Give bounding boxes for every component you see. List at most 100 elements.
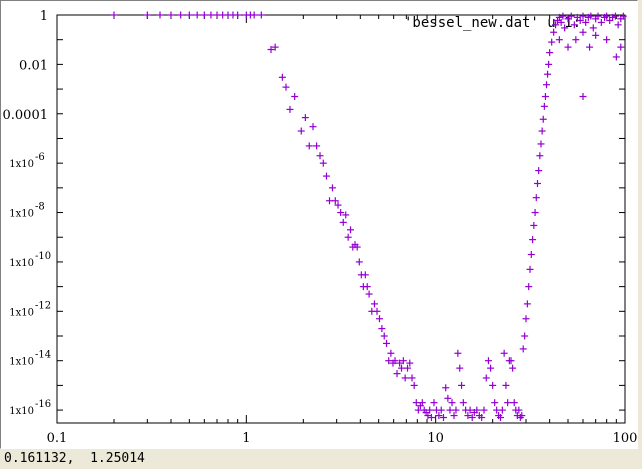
data-point [444,394,452,402]
y-tick-exponent: -10 [35,251,51,262]
data-point [278,73,286,81]
tick-marks [56,14,625,423]
data-point [156,11,164,19]
data-point [466,406,474,414]
legend: 'bessel_new.dat' u 1: [404,15,581,31]
x-tick-label: 10 [427,431,444,446]
data-point [257,11,265,19]
data-point [406,359,414,367]
data-point [458,381,466,389]
data-point [529,236,537,244]
data-point [286,105,294,113]
data-point [526,265,534,273]
data-point [612,53,620,61]
data-point [519,345,527,353]
data-point [399,357,407,365]
x-tick-label: 100 [613,431,638,446]
data-point [378,325,386,333]
data-point [546,49,554,57]
data-point [518,412,526,420]
cursor-coordinates: 0.161132, 1.25014 [4,451,145,466]
data-point [250,11,258,19]
data-point [365,290,373,298]
data-point [555,36,563,44]
data-point [410,381,418,389]
data-point [193,11,201,19]
data-point [267,46,275,54]
data-point [385,357,393,365]
data-point [515,406,523,414]
data-point [550,28,558,36]
data-point [480,406,488,414]
y-tick-label: 1x10 [9,159,34,170]
data-point [500,349,508,357]
data-point [185,11,193,19]
data-point [408,374,416,382]
data-point [442,384,450,392]
data-point [446,406,454,414]
y-tick-label: 1x10 [9,357,34,368]
data-point [586,43,594,51]
data-point [316,152,324,160]
data-point [525,283,533,291]
data-point [412,399,420,407]
data-point [521,332,529,340]
data-point [496,414,504,422]
data-point [459,399,467,407]
data-point [527,250,535,258]
data-point [301,114,309,122]
data-point [522,315,530,323]
data-point [427,414,435,422]
data-point [498,406,506,414]
data-point [440,414,448,422]
data-point [559,12,567,20]
data-point [532,194,540,202]
data-point [337,209,345,217]
scatter-plot: 0.1 1 10 10010.010.00011x10-61x10-81x10-101… [3,9,638,446]
data-point [373,307,381,315]
data-point [567,12,575,20]
data-point [502,381,510,389]
data-point [555,13,563,21]
y-tick-label: 1x10 [9,307,34,318]
data-point [291,93,299,101]
data-point [603,36,611,44]
y-tick-exponent: -16 [35,399,51,410]
data-point [110,11,118,19]
data-points [110,11,627,422]
data-point [418,399,426,407]
data-point [491,399,499,407]
data-point [450,412,458,420]
data-point [430,399,438,407]
data-point [322,172,330,180]
data-point [557,18,565,26]
x-tick-label: 1 [242,431,250,446]
axes [56,14,626,424]
data-point [509,364,517,372]
data-point [544,70,552,78]
data-point [319,159,327,167]
data-point [448,399,456,407]
y-tick-label: 1 [40,9,48,24]
data-point [401,374,409,382]
data-point [143,11,151,19]
data-point [339,218,347,226]
data-point [344,233,352,241]
data-point [271,43,279,51]
data-point [177,11,185,19]
data-point [456,364,464,372]
data-point [531,209,539,217]
data-point [536,152,544,160]
data-point [507,357,515,365]
data-point [561,24,569,32]
data-point [510,399,518,407]
data-point [355,258,363,266]
data-point [361,271,369,279]
data-point [540,102,548,110]
y-tick-exponent: -8 [35,202,45,213]
data-point [597,18,605,26]
data-point [619,12,627,20]
data-point [387,349,395,357]
x-tick-label: 0.1 [47,431,68,446]
data-point [342,211,350,219]
